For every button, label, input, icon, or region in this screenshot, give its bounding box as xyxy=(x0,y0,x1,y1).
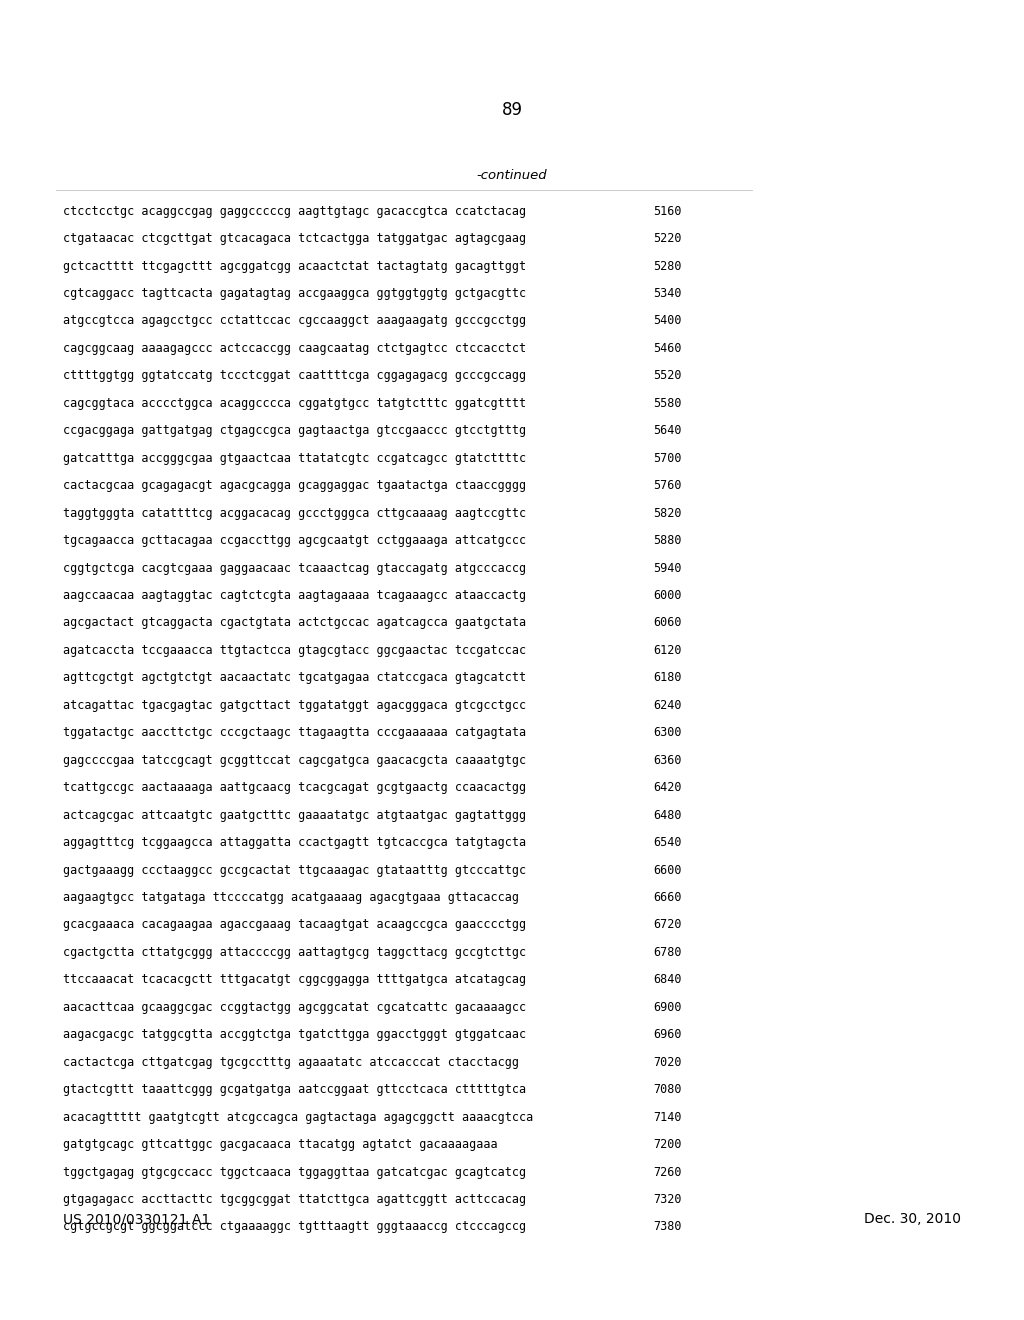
Text: aacacttcaa gcaaggcgac ccggtactgg agcggcatat cgcatcattc gacaaaagcc: aacacttcaa gcaaggcgac ccggtactgg agcggca… xyxy=(63,1001,526,1014)
Text: 6780: 6780 xyxy=(653,946,682,958)
Text: 6120: 6120 xyxy=(653,644,682,657)
Text: cactacgcaa gcagagacgt agacgcagga gcaggaggac tgaatactga ctaaccgggg: cactacgcaa gcagagacgt agacgcagga gcaggag… xyxy=(63,479,526,492)
Text: aagaagtgcc tatgataga ttccccatgg acatgaaaag agacgtgaaa gttacaccag: aagaagtgcc tatgataga ttccccatgg acatgaaa… xyxy=(63,891,519,904)
Text: cttttggtgg ggtatccatg tccctcggat caattttcga cggagagacg gcccgccagg: cttttggtgg ggtatccatg tccctcggat caatttt… xyxy=(63,370,526,383)
Text: 5880: 5880 xyxy=(653,535,682,546)
Text: 6300: 6300 xyxy=(653,726,682,739)
Text: cgtcaggacc tagttcacta gagatagtag accgaaggca ggtggtggtg gctgacgttc: cgtcaggacc tagttcacta gagatagtag accgaag… xyxy=(63,286,526,300)
Text: ccgacggaga gattgatgag ctgagccgca gagtaactga gtccgaaccc gtcctgtttg: ccgacggaga gattgatgag ctgagccgca gagtaac… xyxy=(63,424,526,437)
Text: 6480: 6480 xyxy=(653,809,682,821)
Text: gatgtgcagc gttcattggc gacgacaaca ttacatgg agtatct gacaaaagaaa: gatgtgcagc gttcattggc gacgacaaca ttacatg… xyxy=(63,1138,498,1151)
Text: 7260: 7260 xyxy=(653,1166,682,1179)
Text: 6060: 6060 xyxy=(653,616,682,630)
Text: 5220: 5220 xyxy=(653,232,682,246)
Text: 6180: 6180 xyxy=(653,672,682,684)
Text: 5760: 5760 xyxy=(653,479,682,492)
Text: tggatactgc aaccttctgc cccgctaagc ttagaagtta cccgaaaaaa catgagtata: tggatactgc aaccttctgc cccgctaagc ttagaag… xyxy=(63,726,526,739)
Text: agttcgctgt agctgtctgt aacaactatc tgcatgagaa ctatccgaca gtagcatctt: agttcgctgt agctgtctgt aacaactatc tgcatga… xyxy=(63,672,526,684)
Text: 7020: 7020 xyxy=(653,1056,682,1069)
Text: cggtgctcga cacgtcgaaa gaggaacaac tcaaactcag gtaccagatg atgcccaccg: cggtgctcga cacgtcgaaa gaggaacaac tcaaact… xyxy=(63,561,526,574)
Text: US 2010/0330121 A1: US 2010/0330121 A1 xyxy=(63,1212,211,1226)
Text: 6720: 6720 xyxy=(653,919,682,932)
Text: 6240: 6240 xyxy=(653,698,682,711)
Text: 5820: 5820 xyxy=(653,507,682,520)
Text: acacagttttt gaatgtcgtt atcgccagca gagtactaga agagcggctt aaaacgtcca: acacagttttt gaatgtcgtt atcgccagca gagtac… xyxy=(63,1110,534,1123)
Text: 5580: 5580 xyxy=(653,397,682,409)
Text: 5340: 5340 xyxy=(653,286,682,300)
Text: atcagattac tgacgagtac gatgcttact tggatatggt agacgggaca gtcgcctgcc: atcagattac tgacgagtac gatgcttact tggatat… xyxy=(63,698,526,711)
Text: atgccgtcca agagcctgcc cctattccac cgccaaggct aaagaagatg gcccgcctgg: atgccgtcca agagcctgcc cctattccac cgccaag… xyxy=(63,314,526,327)
Text: 5520: 5520 xyxy=(653,370,682,383)
Text: 6840: 6840 xyxy=(653,973,682,986)
Text: agatcaccta tccgaaacca ttgtactcca gtagcgtacc ggcgaactac tccgatccac: agatcaccta tccgaaacca ttgtactcca gtagcgt… xyxy=(63,644,526,657)
Text: tggctgagag gtgcgccacc tggctcaaca tggaggttaa gatcatcgac gcagtcatcg: tggctgagag gtgcgccacc tggctcaaca tggaggt… xyxy=(63,1166,526,1179)
Text: 6000: 6000 xyxy=(653,589,682,602)
Text: 6360: 6360 xyxy=(653,754,682,767)
Text: 6600: 6600 xyxy=(653,863,682,876)
Text: cagcggtaca acccctggca acaggcccca cggatgtgcc tatgtctttc ggatcgtttt: cagcggtaca acccctggca acaggcccca cggatgt… xyxy=(63,397,526,409)
Text: gctcactttt ttcgagcttt agcggatcgg acaactctat tactagtatg gacagttggt: gctcactttt ttcgagcttt agcggatcgg acaactc… xyxy=(63,260,526,272)
Text: 7380: 7380 xyxy=(653,1221,682,1233)
Text: tcattgccgc aactaaaaga aattgcaacg tcacgcagat gcgtgaactg ccaacactgg: tcattgccgc aactaaaaga aattgcaacg tcacgca… xyxy=(63,781,526,795)
Text: gactgaaagg ccctaaggcc gccgcactat ttgcaaagac gtataatttg gtcccattgc: gactgaaagg ccctaaggcc gccgcactat ttgcaaa… xyxy=(63,863,526,876)
Text: 7320: 7320 xyxy=(653,1193,682,1206)
Text: 5700: 5700 xyxy=(653,451,682,465)
Text: 6540: 6540 xyxy=(653,836,682,849)
Text: agcgactact gtcaggacta cgactgtata actctgccac agatcagcca gaatgctata: agcgactact gtcaggacta cgactgtata actctgc… xyxy=(63,616,526,630)
Text: 6960: 6960 xyxy=(653,1028,682,1041)
Text: gtgagagacc accttacttc tgcggcggat ttatcttgca agattcggtt acttccacag: gtgagagacc accttacttc tgcggcggat ttatctt… xyxy=(63,1193,526,1206)
Text: 6420: 6420 xyxy=(653,781,682,795)
Text: 7080: 7080 xyxy=(653,1084,682,1096)
Text: tgcagaacca gcttacagaa ccgaccttgg agcgcaatgt cctggaaaga attcatgccc: tgcagaacca gcttacagaa ccgaccttgg agcgcaa… xyxy=(63,535,526,546)
Text: cgtgccgcgt ggcggatccc ctgaaaaggc tgtttaagtt gggtaaaccg ctcccagccg: cgtgccgcgt ggcggatccc ctgaaaaggc tgtttaa… xyxy=(63,1221,526,1233)
Text: 7140: 7140 xyxy=(653,1110,682,1123)
Text: 6660: 6660 xyxy=(653,891,682,904)
Text: cgactgctta cttatgcggg attaccccgg aattagtgcg taggcttacg gccgtcttgc: cgactgctta cttatgcggg attaccccgg aattagt… xyxy=(63,946,526,958)
Text: gatcatttga accgggcgaa gtgaactcaa ttatatcgtc ccgatcagcc gtatcttttc: gatcatttga accgggcgaa gtgaactcaa ttatatc… xyxy=(63,451,526,465)
Text: 5280: 5280 xyxy=(653,260,682,272)
Text: cagcggcaag aaaagagccc actccaccgg caagcaatag ctctgagtcc ctccacctct: cagcggcaag aaaagagccc actccaccgg caagcaa… xyxy=(63,342,526,355)
Text: 5160: 5160 xyxy=(653,205,682,218)
Text: taggtgggta catattttcg acggacacag gccctgggca cttgcaaaag aagtccgttc: taggtgggta catattttcg acggacacag gccctgg… xyxy=(63,507,526,520)
Text: Dec. 30, 2010: Dec. 30, 2010 xyxy=(863,1212,961,1226)
Text: 5940: 5940 xyxy=(653,561,682,574)
Text: -continued: -continued xyxy=(477,169,547,182)
Text: 6900: 6900 xyxy=(653,1001,682,1014)
Text: aagacgacgc tatggcgtta accggtctga tgatcttgga ggacctgggt gtggatcaac: aagacgacgc tatggcgtta accggtctga tgatctt… xyxy=(63,1028,526,1041)
Text: cactactcga cttgatcgag tgcgcctttg agaaatatc atccacccat ctacctacgg: cactactcga cttgatcgag tgcgcctttg agaaata… xyxy=(63,1056,519,1069)
Text: ttccaaacat tcacacgctt tttgacatgt cggcggagga ttttgatgca atcatagcag: ttccaaacat tcacacgctt tttgacatgt cggcgga… xyxy=(63,973,526,986)
Text: 7200: 7200 xyxy=(653,1138,682,1151)
Text: 5640: 5640 xyxy=(653,424,682,437)
Text: ctcctcctgc acaggccgag gaggcccccg aagttgtagc gacaccgtca ccatctacag: ctcctcctgc acaggccgag gaggcccccg aagttgt… xyxy=(63,205,526,218)
Text: aagccaacaa aagtaggtac cagtctcgta aagtagaaaa tcagaaagcc ataaccactg: aagccaacaa aagtaggtac cagtctcgta aagtaga… xyxy=(63,589,526,602)
Text: aggagtttcg tcggaagcca attaggatta ccactgagtt tgtcaccgca tatgtagcta: aggagtttcg tcggaagcca attaggatta ccactga… xyxy=(63,836,526,849)
Text: ctgataacac ctcgcttgat gtcacagaca tctcactgga tatggatgac agtagcgaag: ctgataacac ctcgcttgat gtcacagaca tctcact… xyxy=(63,232,526,246)
Text: 89: 89 xyxy=(502,100,522,119)
Text: actcagcgac attcaatgtc gaatgctttc gaaaatatgc atgtaatgac gagtattggg: actcagcgac attcaatgtc gaatgctttc gaaaata… xyxy=(63,809,526,821)
Text: gagccccgaa tatccgcagt gcggttccat cagcgatgca gaacacgcta caaaatgtgc: gagccccgaa tatccgcagt gcggttccat cagcgat… xyxy=(63,754,526,767)
Text: gtactcgttt taaattcggg gcgatgatga aatccggaat gttcctcaca ctttttgtca: gtactcgttt taaattcggg gcgatgatga aatccgg… xyxy=(63,1084,526,1096)
Text: gcacgaaaca cacagaagaa agaccgaaag tacaagtgat acaagccgca gaacccctgg: gcacgaaaca cacagaagaa agaccgaaag tacaagt… xyxy=(63,919,526,932)
Text: 5460: 5460 xyxy=(653,342,682,355)
Text: 5400: 5400 xyxy=(653,314,682,327)
